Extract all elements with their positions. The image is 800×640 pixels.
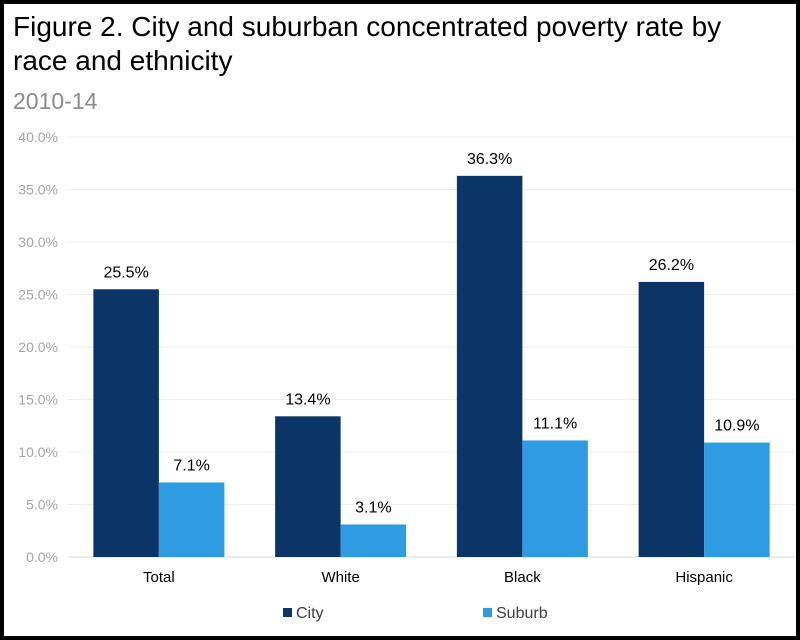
y-tick-label: 15.0% — [18, 392, 58, 408]
x-tick-label: Hispanic — [675, 569, 733, 586]
y-tick-label: 5.0% — [26, 497, 58, 513]
data-label: 36.3% — [467, 151, 512, 168]
x-tick-label: Black — [504, 569, 541, 586]
data-label: 25.5% — [103, 264, 148, 281]
data-label: 26.2% — [649, 257, 694, 274]
x-tick-label: Total — [143, 569, 175, 586]
bar-city — [275, 416, 341, 557]
y-tick-label: 35.0% — [18, 182, 58, 198]
legend-label: City — [296, 605, 324, 622]
y-tick-label: 0.0% — [26, 549, 58, 565]
bar-city — [93, 289, 159, 557]
legend-swatch-city — [283, 608, 292, 617]
data-label: 7.1% — [173, 457, 209, 474]
data-label: 3.1% — [355, 499, 391, 516]
y-tick-label: 20.0% — [18, 339, 58, 355]
y-tick-label: 10.0% — [18, 444, 58, 460]
bar-suburb — [158, 482, 225, 557]
data-label: 10.9% — [714, 418, 759, 435]
data-label: 11.1% — [533, 415, 577, 432]
chart-title: Figure 2. City and suburban concentrated… — [13, 11, 722, 76]
y-tick-label: 40.0% — [18, 129, 58, 145]
legend-label: Suburb — [496, 605, 548, 622]
x-tick-label: White — [321, 569, 359, 586]
bar-suburb — [522, 440, 588, 557]
chart-subtitle: 2010-14 — [13, 88, 98, 114]
bar-city — [456, 175, 523, 557]
bar-city — [638, 281, 705, 557]
bar-suburb — [340, 524, 407, 557]
y-tick-label: 25.0% — [18, 287, 58, 303]
legend-swatch-suburb — [483, 608, 492, 617]
bar-suburb — [704, 442, 770, 557]
y-tick-label: 30.0% — [18, 234, 58, 250]
data-label: 13.4% — [285, 391, 330, 408]
